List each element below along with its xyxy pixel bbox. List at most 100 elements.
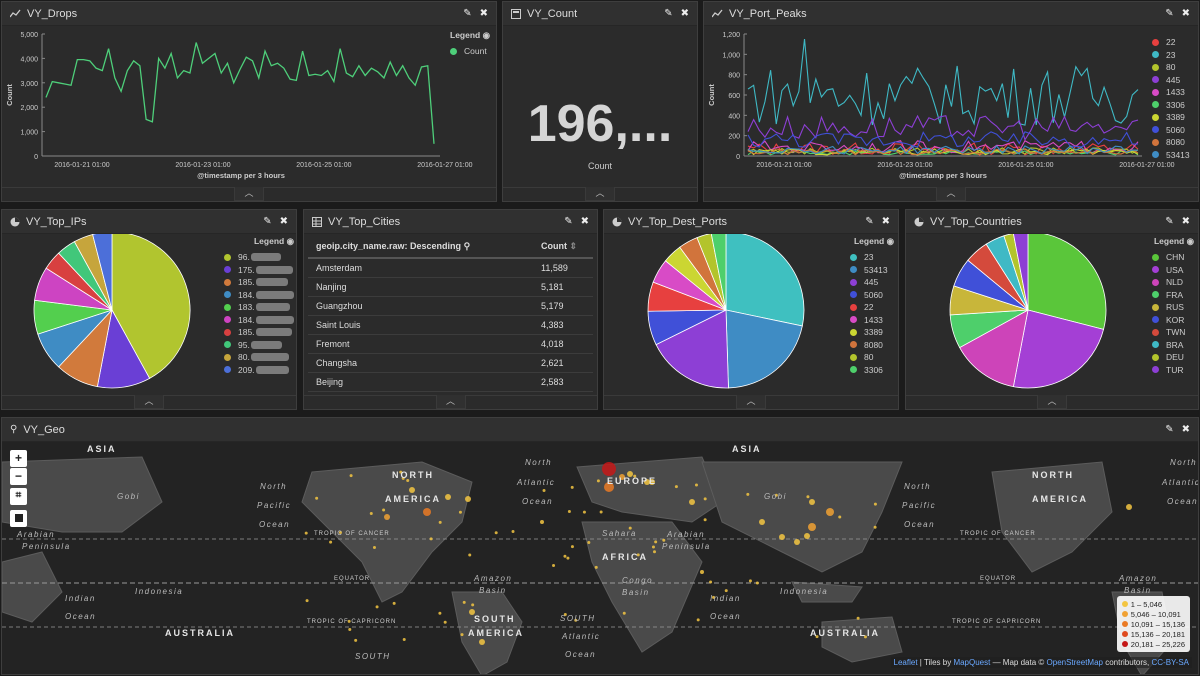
data-point-marker bbox=[542, 489, 546, 493]
legend-item[interactable]: 184. bbox=[224, 314, 294, 327]
legend-item[interactable]: 96. bbox=[224, 251, 294, 264]
search-icon[interactable]: ⚲ bbox=[463, 241, 471, 251]
city-cell[interactable]: San Diego bbox=[308, 391, 533, 395]
table-row[interactable]: Beijing 2,583 bbox=[308, 372, 593, 392]
close-icon[interactable]: ✖ bbox=[680, 8, 689, 19]
legend-item[interactable]: 8080 bbox=[850, 339, 894, 352]
legend-title[interactable]: Legend ◉ bbox=[1153, 236, 1194, 246]
edit-icon[interactable]: ✎ bbox=[463, 8, 472, 19]
city-cell[interactable]: Nanjing bbox=[308, 277, 533, 297]
legend-item[interactable]: 184. bbox=[224, 289, 294, 302]
legend-item[interactable]: TUR bbox=[1152, 364, 1194, 377]
table-row[interactable]: Fremont 4,018 bbox=[308, 334, 593, 354]
close-icon[interactable]: ✖ bbox=[279, 216, 288, 227]
legend-item[interactable]: 183. bbox=[224, 301, 294, 314]
city-cell[interactable]: Fremont bbox=[308, 334, 533, 354]
legend-item[interactable]: 3306 bbox=[1152, 99, 1190, 112]
legend-item[interactable]: TWN bbox=[1152, 326, 1194, 339]
city-cell[interactable]: Saint Louis bbox=[308, 315, 533, 335]
legend-item[interactable]: KOR bbox=[1152, 314, 1194, 327]
table-row[interactable]: Amsterdam 11,589 bbox=[308, 258, 593, 278]
legend-title[interactable]: Legend ◉ bbox=[853, 236, 894, 246]
legend-item[interactable]: 5060 bbox=[850, 289, 894, 302]
zoom-in-button[interactable]: + bbox=[10, 450, 27, 467]
legend-item[interactable]: 80. bbox=[224, 351, 294, 364]
legend-item[interactable]: 185. bbox=[224, 326, 294, 339]
legend-item[interactable]: 23 bbox=[1152, 49, 1190, 62]
legend-item[interactable]: BRA bbox=[1152, 339, 1194, 352]
legend-item[interactable]: 185. bbox=[224, 276, 294, 289]
legend-item[interactable]: 3389 bbox=[850, 326, 894, 339]
collapse-button[interactable]: ︿ bbox=[936, 187, 966, 201]
close-icon[interactable]: ✖ bbox=[1181, 216, 1190, 227]
legend-item[interactable]: 53413 bbox=[850, 264, 894, 277]
legend-item[interactable]: 445 bbox=[1152, 74, 1190, 87]
legend-item[interactable]: 80 bbox=[1152, 61, 1190, 74]
license-link[interactable]: CC-BY-SA bbox=[1151, 658, 1190, 667]
legend-item[interactable]: 3306 bbox=[850, 364, 894, 377]
legend-item[interactable]: FRA bbox=[1152, 289, 1194, 302]
close-icon[interactable]: ✖ bbox=[881, 216, 890, 227]
map[interactable]: ASIA ASIA NORTH AMERICA NORTH AMERICA EUROPE AF… bbox=[2, 442, 1198, 674]
legend-item[interactable]: 1433 bbox=[1152, 86, 1190, 99]
mapquest-link[interactable]: MapQuest bbox=[953, 658, 991, 667]
edit-icon[interactable]: ✎ bbox=[1165, 216, 1174, 227]
legend-item[interactable]: NLD bbox=[1152, 276, 1194, 289]
legend-item[interactable]: 80 bbox=[850, 351, 894, 364]
legend-item[interactable]: DEU bbox=[1152, 351, 1194, 364]
legend-item[interactable]: 5060 bbox=[1152, 124, 1190, 137]
close-icon[interactable]: ✖ bbox=[1181, 8, 1190, 19]
draw-rectangle-button[interactable] bbox=[10, 510, 27, 527]
collapse-button[interactable]: ︿ bbox=[1037, 395, 1067, 409]
legend-item[interactable]: 53413 bbox=[1152, 149, 1190, 162]
fit-bounds-button[interactable]: ⌗ bbox=[10, 488, 27, 505]
legend-item[interactable]: 1433 bbox=[850, 314, 894, 327]
collapse-button[interactable]: ︿ bbox=[585, 187, 615, 201]
edit-icon[interactable]: ✎ bbox=[564, 216, 573, 227]
osm-link[interactable]: OpenStreetMap bbox=[1046, 658, 1103, 667]
legend-item[interactable]: 209. bbox=[224, 364, 294, 377]
city-cell[interactable]: Beijing bbox=[308, 372, 533, 392]
edit-icon[interactable]: ✎ bbox=[263, 216, 272, 227]
legend-title[interactable]: Legend ◉ bbox=[450, 30, 491, 40]
edit-icon[interactable]: ✎ bbox=[664, 8, 673, 19]
sort-icon[interactable]: ⇕ bbox=[569, 241, 578, 251]
city-cell[interactable]: Amsterdam bbox=[308, 258, 533, 278]
data-point-marker bbox=[471, 603, 475, 607]
table-row[interactable]: Guangzhou 5,179 bbox=[308, 296, 593, 316]
edit-icon[interactable]: ✎ bbox=[1165, 424, 1174, 435]
collapse-button[interactable]: ︿ bbox=[435, 395, 466, 409]
legend-item[interactable]: USA bbox=[1152, 264, 1194, 277]
legend-item[interactable]: 22 bbox=[1152, 36, 1190, 49]
legend-item[interactable]: RUS bbox=[1152, 301, 1194, 314]
legend-item[interactable]: 445 bbox=[850, 276, 894, 289]
column-header-city[interactable]: geoip.city_name.raw: Descending ⚲ bbox=[308, 234, 533, 259]
legend-item[interactable]: 3389 bbox=[1152, 111, 1190, 124]
legend-item[interactable]: 23 bbox=[850, 251, 894, 264]
table-row[interactable]: Saint Louis 4,383 bbox=[308, 315, 593, 335]
close-icon[interactable]: ✖ bbox=[580, 216, 589, 227]
column-header-count[interactable]: Count ⇕ bbox=[533, 234, 593, 259]
world-map[interactable] bbox=[2, 442, 1198, 674]
collapse-button[interactable]: ︿ bbox=[134, 395, 164, 409]
legend-item[interactable]: 22 bbox=[850, 301, 894, 314]
zoom-out-button[interactable]: − bbox=[10, 468, 27, 485]
city-cell[interactable]: Guangzhou bbox=[308, 296, 533, 316]
legend-title[interactable]: Legend ◉ bbox=[253, 236, 294, 246]
legend-item[interactable]: CHN bbox=[1152, 251, 1194, 264]
close-icon[interactable]: ✖ bbox=[1181, 424, 1190, 435]
edit-icon[interactable]: ✎ bbox=[1165, 8, 1174, 19]
legend-item[interactable]: 95. bbox=[224, 339, 294, 352]
legend-item[interactable]: 175. bbox=[224, 264, 294, 277]
close-icon[interactable]: ✖ bbox=[479, 8, 488, 19]
collapse-button[interactable]: ︿ bbox=[234, 187, 264, 201]
table-row[interactable]: Changsha 2,621 bbox=[308, 353, 593, 373]
legend-item[interactable]: 8080 bbox=[1152, 136, 1190, 149]
legend-item[interactable]: Count bbox=[450, 45, 490, 58]
edit-icon[interactable]: ✎ bbox=[865, 216, 874, 227]
table-row[interactable]: San Diego2,199 bbox=[308, 391, 593, 395]
collapse-button[interactable]: ︿ bbox=[736, 395, 766, 409]
city-cell[interactable]: Changsha bbox=[308, 353, 533, 373]
table-row[interactable]: Nanjing 5,181 bbox=[308, 277, 593, 297]
leaflet-link[interactable]: Leaflet bbox=[893, 658, 918, 667]
